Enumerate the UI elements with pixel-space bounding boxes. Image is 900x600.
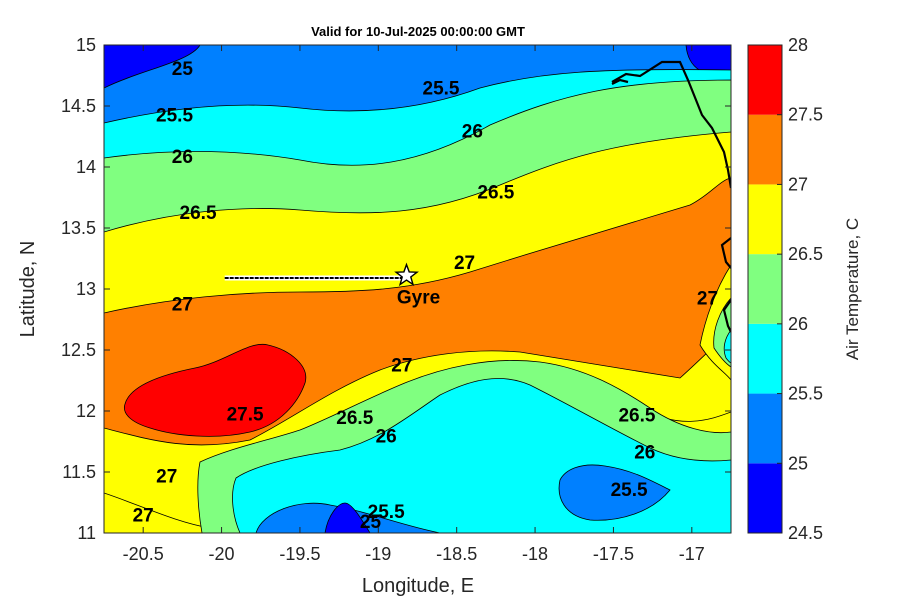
contour-label: 25.5 <box>156 106 193 127</box>
contour-label: 27 <box>391 356 412 377</box>
contour-label: 27 <box>454 253 475 274</box>
contour-label: 25 <box>360 512 382 533</box>
contour-label: 26 <box>376 426 397 447</box>
coastline-north <box>611 60 731 189</box>
x-tick-label: -17.5 <box>593 544 634 564</box>
coastline-inlet <box>611 78 629 85</box>
coastline <box>611 60 731 333</box>
colorbar-tick-label: 25.5 <box>788 384 823 404</box>
colorbar: 24.5 25 25.5 26 26.5 27 27.5 28 <box>747 35 823 543</box>
y-axis-label: Latitude, N <box>17 241 39 338</box>
y-tick-label: 14 <box>76 157 96 177</box>
contour-label: 27 <box>697 289 718 310</box>
y-tick-label: 12 <box>76 401 96 421</box>
cruise-track: Gyre <box>224 262 440 309</box>
colorbar-label: Air Temperature, C <box>843 218 862 360</box>
colorbar-segment <box>748 114 782 185</box>
band-24.5-25-lower <box>324 502 371 533</box>
colorbar-tick-label: 26.5 <box>788 244 823 264</box>
contour-label: 27.5 <box>227 404 264 425</box>
x-tick-label: -19 <box>365 544 391 564</box>
contour-label: 25.5 <box>423 79 460 100</box>
band-24.5-25-top-left <box>104 45 201 89</box>
colorbar-segment <box>748 393 782 464</box>
colorbar-segment <box>748 45 782 115</box>
contour-label: 26 <box>172 147 193 168</box>
contour-label: 26.5 <box>618 406 655 427</box>
colorbar-tick-label: 27.5 <box>788 105 823 125</box>
colorbar-segment <box>748 323 782 394</box>
contour-label: 26.5 <box>336 408 373 429</box>
contour-bands <box>104 45 731 533</box>
y-tick-label: 13 <box>76 279 96 299</box>
contour-label: 26.5 <box>180 203 217 224</box>
x-axis-label: Longitude, E <box>362 575 474 597</box>
x-tick-label: -18 <box>522 544 548 564</box>
colorbar-segment <box>748 184 782 255</box>
colorbar-tick-label: 24.5 <box>788 523 823 543</box>
x-tick-label: -20.5 <box>123 544 164 564</box>
contour-label: 27 <box>133 506 154 527</box>
contour-label: 26 <box>634 442 655 463</box>
contour-label: 26 <box>462 121 483 142</box>
y-axis: 11 11.5 12 12.5 13 13.5 14 14.5 15 <box>61 35 731 543</box>
y-tick-label: 14.5 <box>61 96 96 116</box>
chart-title: Valid for 10-Jul-2025 00:00:00 GMT <box>311 24 525 39</box>
colorbar-segment <box>748 254 782 324</box>
colorbar-tick-label: 28 <box>788 35 808 55</box>
point-label: Gyre <box>397 288 440 309</box>
contour-label: 25.5 <box>611 480 648 501</box>
colorbar-tick-label: 27 <box>788 174 808 194</box>
contour-label: 25 <box>172 59 194 80</box>
contour-label: 27 <box>172 295 193 316</box>
y-tick-label: 13.5 <box>61 218 96 238</box>
band-27.5-28 <box>123 343 307 437</box>
x-tick-label: -20 <box>209 544 235 564</box>
y-tick-label: 15 <box>76 35 96 55</box>
band-25-25.5-right <box>558 464 671 521</box>
coastline-south <box>720 237 731 333</box>
colorbar-tick-label: 26 <box>788 314 808 334</box>
y-tick-label: 11 <box>77 523 96 543</box>
y-tick-label: 11.5 <box>62 462 96 482</box>
y-tick-label: 12.5 <box>61 340 96 360</box>
contour-labels: 2525.52626.52727.5272725.52626.5272726.5… <box>133 59 718 533</box>
colorbar-segment <box>748 463 782 533</box>
colorbar-tick-label: 25 <box>788 453 808 473</box>
gyre-star-marker <box>394 262 419 287</box>
x-tick-label: -17 <box>679 544 705 564</box>
x-tick-label: -18.5 <box>436 544 477 564</box>
contour-label: 25.5 <box>368 502 405 523</box>
x-tick-label: -19.5 <box>279 544 320 564</box>
x-axis: -20.5 -20 -19.5 -19 -18.5 -18 -17.5 -17 <box>123 45 705 564</box>
colorbar-frame <box>747 44 783 534</box>
contour-label: 27 <box>156 467 177 488</box>
contour-label: 26.5 <box>477 182 514 203</box>
